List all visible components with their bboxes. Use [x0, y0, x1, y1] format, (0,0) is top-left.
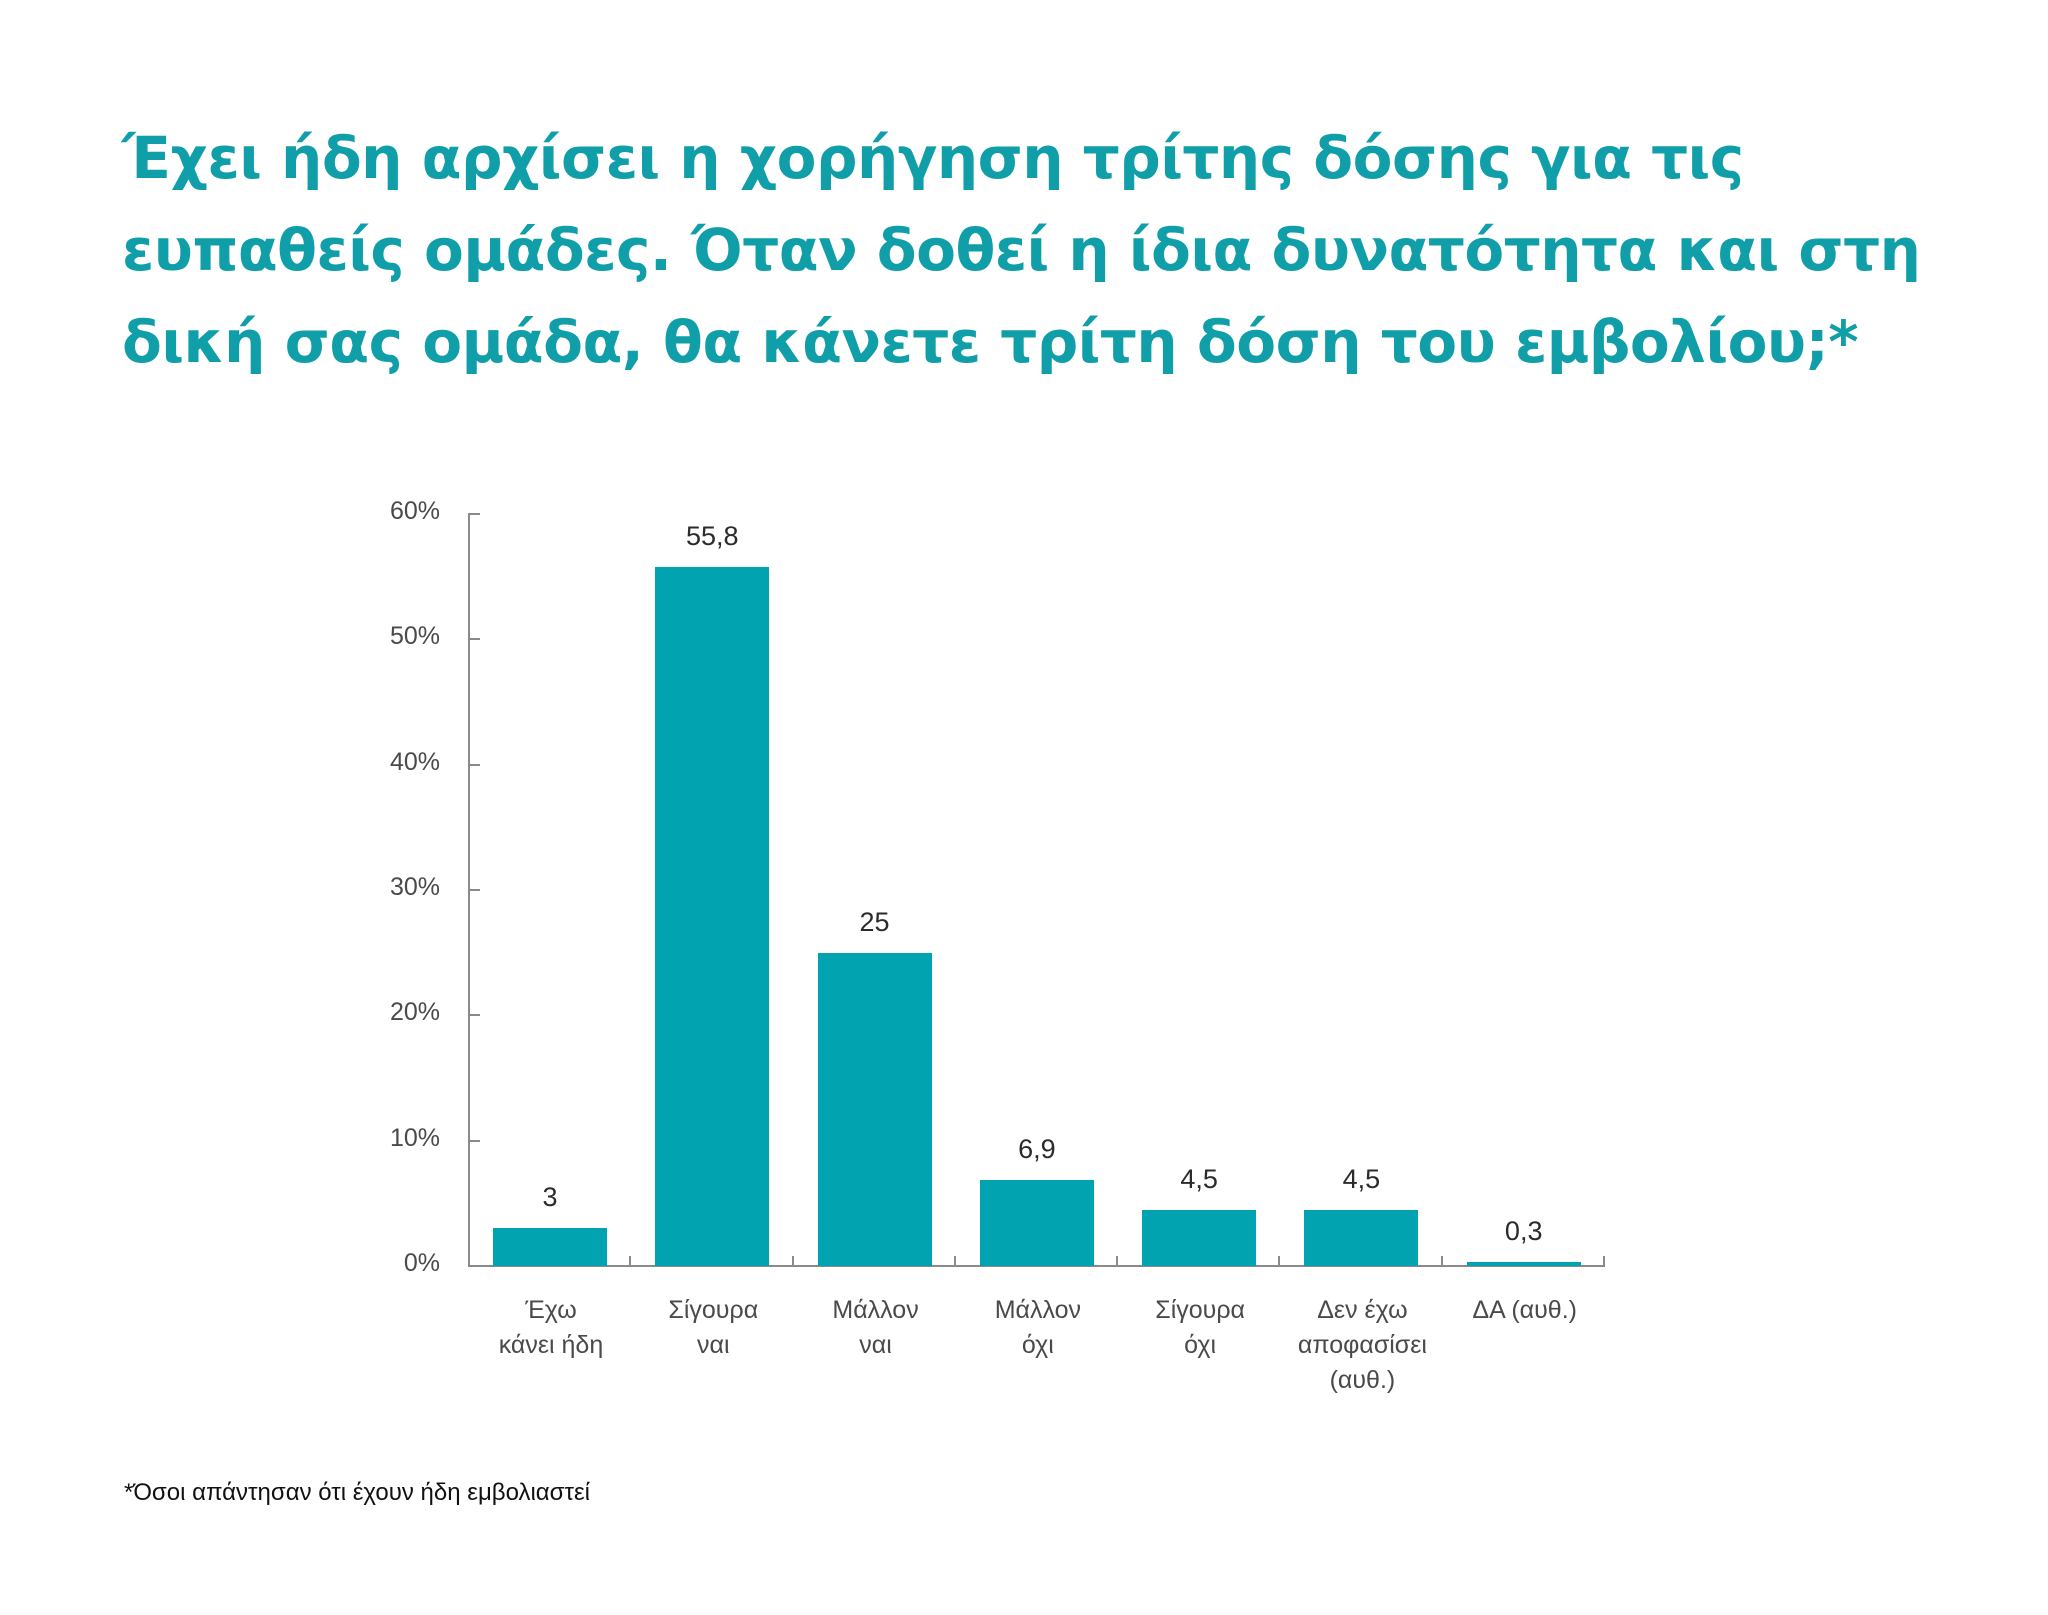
y-tick-label: 0%	[403, 1249, 440, 1277]
bar-value-label: 55,8	[686, 520, 739, 551]
y-tick	[468, 513, 480, 515]
bar-value-label: 3	[542, 1182, 558, 1213]
chart-title: Έχει ήδη αρχίσει η χορήγηση τρίτης δόσης…	[122, 124, 1921, 376]
x-axis-line	[468, 1265, 1605, 1267]
bar	[655, 566, 770, 1266]
y-tick-label: 20%	[389, 998, 440, 1027]
footnote: *Όσοι απάντησαν ότι έχουν ήδη εμβολιαστε…	[124, 1479, 590, 1506]
x-tick	[1603, 1256, 1605, 1266]
x-tick	[1440, 1256, 1443, 1266]
bar-value-label: 4,5	[1180, 1163, 1218, 1194]
bar-value-label: 0,3	[1504, 1216, 1543, 1247]
y-tick-label: 60%	[389, 497, 440, 525]
category-label: Μάλλον όχι	[994, 1296, 1081, 1359]
category-label: Μάλλον ναι	[832, 1296, 919, 1359]
y-tick	[468, 1014, 480, 1017]
y-tick-label: 40%	[389, 747, 440, 776]
y-tick-label: 30%	[389, 873, 440, 901]
category-label: Έχω κάνει ήδη	[498, 1296, 604, 1359]
x-tick	[953, 1256, 956, 1266]
y-tick-label: 50%	[389, 622, 440, 651]
y-tick	[468, 763, 480, 766]
bar-value-label: 6,9	[1018, 1133, 1056, 1164]
bar-value-label: 4,5	[1342, 1163, 1381, 1194]
y-tick	[468, 638, 480, 641]
x-tick	[629, 1256, 632, 1266]
category-label: Σίγουρα ναι	[668, 1296, 759, 1359]
bar-value-label: 25	[859, 906, 890, 937]
y-tick	[468, 1139, 480, 1142]
bar	[1142, 1209, 1257, 1266]
bar	[1466, 1262, 1581, 1266]
bar	[979, 1179, 1094, 1266]
x-tick	[1278, 1256, 1281, 1266]
bar	[817, 952, 932, 1266]
y-tick	[468, 889, 480, 891]
bar	[1304, 1209, 1419, 1266]
x-tick	[1116, 1256, 1119, 1266]
category-label: ΔΑ (αυθ.)	[1472, 1296, 1577, 1324]
y-tick-label: 10%	[389, 1123, 440, 1152]
y-tick	[468, 1265, 480, 1267]
x-tick	[791, 1256, 794, 1266]
bar	[493, 1228, 607, 1266]
category-label: Σίγουρα όχι	[1155, 1296, 1246, 1359]
category-label: Δεν έχω αποφασίσει (αυθ.)	[1297, 1296, 1427, 1394]
